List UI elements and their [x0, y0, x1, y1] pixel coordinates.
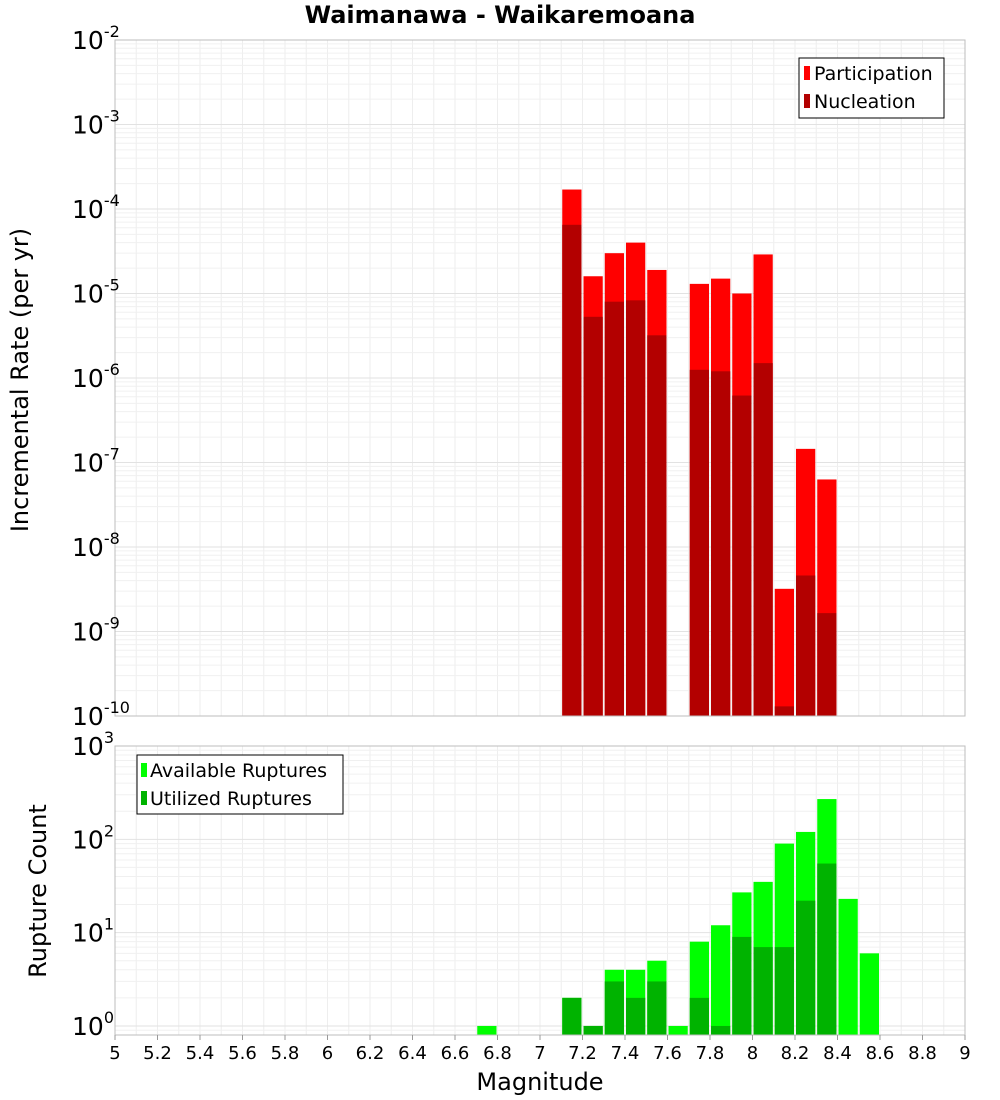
nucleation-bar — [626, 300, 646, 716]
rate-y-tick-label: 10-4 — [72, 191, 120, 224]
utilized-ruptures-bar — [774, 947, 794, 1035]
count-y-tick-label: 102 — [72, 821, 114, 854]
x-tick-label: 5.6 — [228, 1043, 257, 1064]
nucleation-bar — [604, 301, 624, 716]
rate-y-tick-label: 10-3 — [72, 107, 120, 140]
nucleation-bar — [647, 335, 667, 716]
available-ruptures-bar — [477, 1025, 497, 1035]
utilized-ruptures-bar — [796, 900, 816, 1035]
rate-panel-bars — [562, 189, 837, 717]
nucleation-bar — [583, 316, 603, 716]
rate-panel-grid — [114, 39, 966, 717]
chart-title: Waimanawa - Waikaremoana — [305, 1, 696, 29]
count-y-tick-label: 101 — [72, 915, 114, 948]
participation-legend-swatch — [804, 66, 810, 80]
rate-panel-y-axis-label: Incremental Rate (per yr) — [6, 228, 34, 532]
utilized-ruptures-bar — [689, 997, 709, 1035]
x-tick-label: 7 — [534, 1043, 545, 1064]
x-tick-label: 5.8 — [271, 1043, 300, 1064]
x-tick-label: 6.2 — [356, 1043, 385, 1064]
x-tick-label: 6 — [322, 1043, 333, 1064]
utilized-ruptures-bar — [647, 981, 667, 1035]
count-y-tick-label: 103 — [72, 728, 114, 761]
available-ruptures-bar — [668, 1025, 688, 1035]
x-tick-label: 7.8 — [696, 1043, 725, 1064]
x-tick-label: 7.4 — [611, 1043, 640, 1064]
available-ruptures-legend-swatch — [141, 763, 147, 777]
x-tick-label: 5 — [109, 1043, 120, 1064]
utilized-ruptures-bar — [562, 997, 582, 1035]
nucleation-bar — [753, 363, 773, 716]
count-panel-legend: Available Ruptures Utilized Ruptures — [136, 754, 344, 815]
nucleation-bar — [689, 369, 709, 716]
x-tick-label: 6.8 — [483, 1043, 512, 1064]
available-ruptures-bar — [859, 953, 879, 1035]
participation-bar — [774, 588, 794, 716]
count-panel: 100 101 102 103 Rupture Count Available Rup… — [24, 728, 966, 1041]
x-tick-label: 6.4 — [398, 1043, 427, 1064]
count-panel-y-axis-label: Rupture Count — [24, 804, 52, 978]
rate-legend-box — [798, 57, 945, 119]
rate-y-tick-label: 10-7 — [72, 445, 120, 478]
x-tick-label: 7.6 — [653, 1043, 682, 1064]
nucleation-bar — [774, 706, 794, 716]
nucleation-bar — [711, 371, 731, 716]
rate-y-tick-label: 10-8 — [72, 529, 120, 562]
utilized-ruptures-bar — [604, 981, 624, 1035]
rate-panel-legend: Participation Nucleation — [798, 57, 945, 119]
utilized-ruptures-legend-swatch — [141, 791, 147, 805]
nucleation-legend-swatch — [804, 94, 810, 108]
participation-legend-label: Participation — [814, 63, 933, 85]
x-tick-label: 7.2 — [568, 1043, 597, 1064]
available-ruptures-legend-label: Available Ruptures — [150, 760, 327, 782]
available-ruptures-bar — [711, 925, 731, 1035]
x-axis-label: Magnitude — [476, 1068, 603, 1096]
count-legend-box — [136, 754, 344, 815]
count-panel-bars — [477, 799, 879, 1035]
nucleation-bar — [796, 575, 816, 716]
count-panel-y-ticks: 100 101 102 103 — [72, 728, 114, 1041]
utilized-ruptures-bar — [583, 1025, 603, 1035]
rate-y-tick-label: 10-2 — [72, 22, 120, 55]
x-axis-ticks: 5 5.2 5.4 5.6 5.8 6 6.2 6.4 6.6 6.8 7 7.2 7.4 7.6 7.8 8… — [109, 1035, 971, 1064]
available-ruptures-bar — [838, 898, 858, 1035]
nucleation-bar — [817, 613, 837, 716]
rate-y-tick-label: 10-10 — [72, 698, 130, 731]
x-tick-label: 8.6 — [866, 1043, 895, 1064]
rate-panel-y-ticks: 10-10 10-9 10-8 10-7 10-6 10-5 10-4 10-3 10-2 — [72, 22, 130, 731]
utilized-ruptures-bar — [711, 1025, 731, 1035]
x-tick-label: 8.2 — [781, 1043, 810, 1064]
rate-panel: 10-10 10-9 10-8 10-7 10-6 10-5 10-4 10-3 10-2 In… — [6, 22, 966, 731]
count-y-tick-label: 100 — [72, 1008, 114, 1041]
nucleation-bar — [562, 224, 582, 716]
rate-panel-frame — [114, 39, 966, 717]
x-tick-label: 8 — [747, 1043, 758, 1064]
rate-y-tick-label: 10-5 — [72, 276, 120, 309]
utilized-ruptures-bar — [753, 947, 773, 1035]
rate-y-tick-label: 10-9 — [72, 614, 120, 647]
nucleation-bar — [732, 395, 752, 716]
x-tick-label: 8.8 — [908, 1043, 937, 1064]
utilized-ruptures-bar — [817, 863, 837, 1035]
x-tick-label: 8.4 — [823, 1043, 852, 1064]
x-tick-label: 5.2 — [143, 1043, 172, 1064]
utilized-ruptures-legend-label: Utilized Ruptures — [150, 788, 312, 810]
utilized-ruptures-bar — [626, 997, 646, 1035]
rate-y-tick-label: 10-6 — [72, 360, 120, 393]
x-tick-label: 5.4 — [186, 1043, 215, 1064]
x-tick-label: 9 — [959, 1043, 970, 1064]
x-tick-label: 6.6 — [441, 1043, 470, 1064]
nucleation-legend-label: Nucleation — [814, 91, 916, 113]
utilized-ruptures-bar — [732, 936, 752, 1035]
